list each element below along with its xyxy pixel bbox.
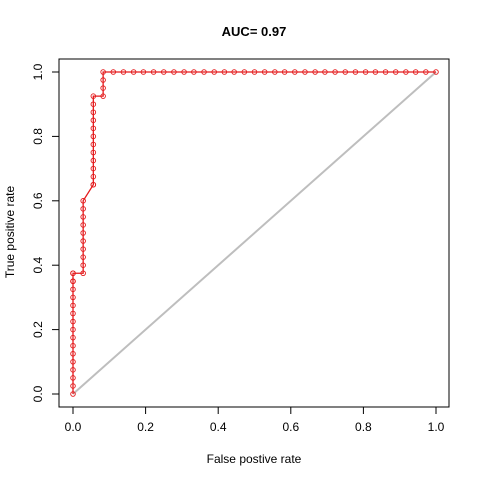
- x-tick-label: 0.8: [355, 420, 372, 434]
- roc-point: [130, 69, 137, 75]
- roc-point: [70, 318, 76, 325]
- y-tick-label: 0.4: [31, 257, 45, 274]
- roc-point: [80, 214, 86, 220]
- roc-point: [70, 302, 76, 309]
- roc-point: [100, 93, 106, 99]
- roc-point: [372, 69, 379, 75]
- x-tick-label: 1.0: [428, 420, 445, 434]
- roc-point: [80, 262, 86, 268]
- roc-point: [80, 206, 86, 212]
- chart-title: AUC= 0.97: [222, 24, 287, 39]
- roc-point: [80, 246, 86, 252]
- roc-point: [90, 157, 97, 164]
- roc-point: [70, 326, 76, 333]
- roc-point: [201, 69, 207, 75]
- roc-point: [251, 69, 258, 75]
- roc-point: [322, 69, 328, 75]
- roc-point: [160, 69, 167, 75]
- y-tick-label: 0.6: [31, 192, 45, 209]
- roc-point: [191, 69, 197, 75]
- roc-point: [70, 359, 76, 365]
- roc-point: [412, 69, 419, 75]
- roc-point: [90, 141, 97, 148]
- roc-point: [80, 198, 86, 204]
- roc-point: [80, 222, 86, 228]
- roc-point: [171, 69, 177, 75]
- chance-diagonal-line: [72, 71, 437, 395]
- roc-point: [241, 69, 248, 75]
- roc-point: [70, 334, 76, 341]
- x-tick-label: 0.4: [210, 420, 227, 434]
- roc-point: [211, 69, 217, 75]
- roc-point: [392, 69, 399, 75]
- roc-point: [292, 69, 298, 75]
- roc-point: [382, 69, 389, 75]
- roc-point: [272, 69, 278, 75]
- roc-point: [221, 69, 228, 75]
- roc-layer: [70, 69, 439, 397]
- roc-point: [90, 101, 97, 107]
- roc-point: [70, 278, 76, 285]
- roc-point: [80, 230, 86, 236]
- roc-point: [261, 69, 268, 75]
- y-tick-label: 0.2: [31, 321, 45, 338]
- roc-point: [332, 69, 338, 75]
- diagonal-layer: [72, 71, 437, 395]
- roc-point: [70, 367, 76, 373]
- roc-point: [403, 69, 409, 75]
- y-tick-label: 0.8: [31, 128, 45, 145]
- roc-point: [80, 270, 86, 277]
- roc-point: [70, 294, 76, 301]
- y-tick-label: 1.0: [31, 63, 45, 80]
- roc-point: [90, 133, 97, 140]
- roc-point: [70, 383, 76, 389]
- y-axis-label: True positive rate: [3, 186, 17, 279]
- roc-point: [433, 69, 439, 75]
- roc-point: [90, 173, 97, 180]
- x-axis: 0.0 0.2 0.4 0.6 0.8 1.0: [65, 406, 445, 434]
- roc-point: [342, 69, 349, 75]
- roc-point: [352, 69, 359, 75]
- roc-point: [281, 69, 288, 75]
- roc-point: [90, 165, 97, 172]
- roc-point: [90, 181, 97, 188]
- roc-point: [140, 69, 147, 75]
- x-tick-label: 0.0: [65, 420, 82, 434]
- roc-point: [181, 69, 187, 75]
- x-tick-label: 0.2: [137, 420, 154, 434]
- roc-point: [362, 69, 369, 75]
- roc-point: [70, 310, 76, 317]
- roc-point: [100, 69, 106, 75]
- roc-point: [70, 351, 76, 357]
- roc-point: [70, 375, 76, 381]
- roc-point: [100, 85, 106, 91]
- roc-point: [80, 238, 86, 244]
- roc-point: [423, 69, 429, 75]
- roc-point: [120, 69, 127, 75]
- roc-point: [90, 109, 97, 115]
- roc-point: [231, 69, 237, 75]
- roc-point: [100, 77, 106, 83]
- roc-point: [90, 117, 97, 124]
- roc-point: [150, 69, 157, 75]
- roc-point: [90, 125, 97, 132]
- roc-point: [70, 270, 76, 277]
- x-axis-label: False postive rate: [207, 452, 302, 466]
- roc-point: [80, 254, 86, 260]
- roc-point: [312, 69, 318, 75]
- x-tick-label: 0.6: [282, 420, 299, 434]
- roc-point: [70, 342, 76, 349]
- roc-point: [110, 69, 117, 75]
- y-tick-label: 0.0: [31, 385, 45, 402]
- roc-point: [90, 93, 97, 99]
- roc-point: [70, 391, 76, 397]
- roc-point: [90, 149, 97, 156]
- roc-point: [302, 69, 308, 75]
- y-axis: 0.0 0.2 0.4 0.6 0.8 1.0: [31, 63, 60, 402]
- roc-point: [70, 286, 76, 293]
